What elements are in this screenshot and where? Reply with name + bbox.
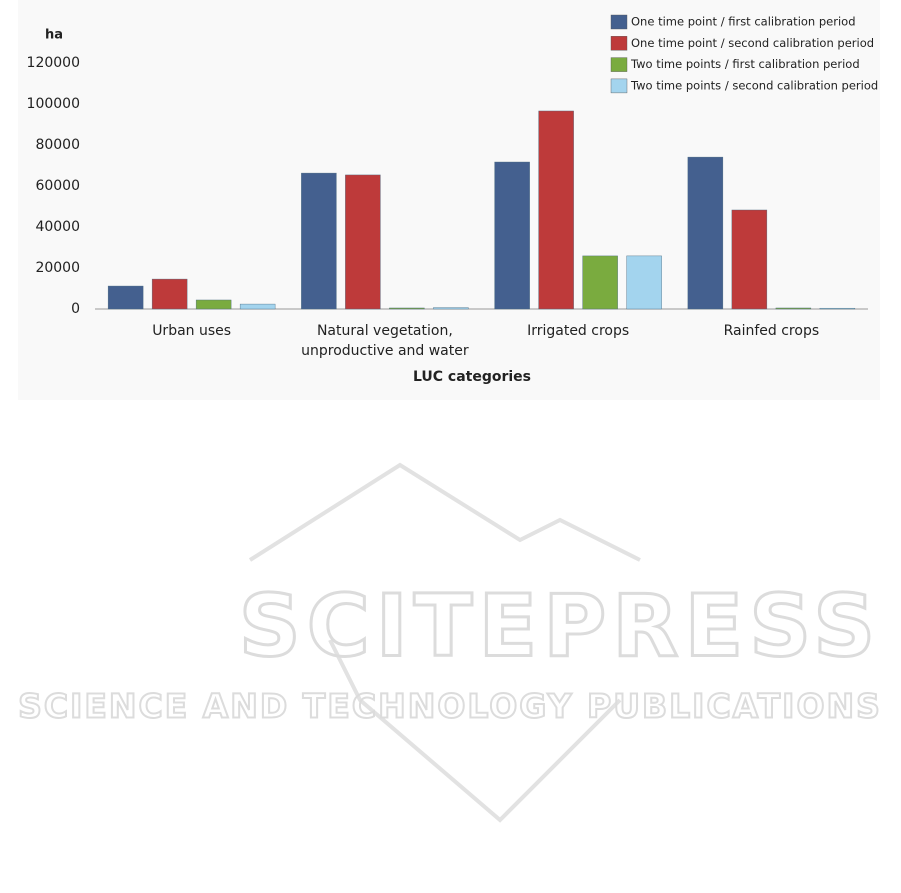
bar: [239, 303, 276, 310]
bar: [582, 255, 618, 310]
bar: [345, 174, 381, 310]
legend-swatch: [610, 36, 628, 51]
bar: [151, 278, 188, 310]
x-tick-label: Irrigated crops: [527, 323, 630, 339]
y-tick-label: 120000: [27, 55, 80, 71]
y-tick-label: 100000: [27, 96, 80, 112]
watermark: SCITEPRESS SCIENCE AND TECHNOLOGY PUBLIC…: [17, 462, 882, 823]
bar: [731, 209, 768, 310]
x-tick-label: Natural vegetation, unproductive and wat…: [301, 323, 469, 359]
chart-background: [18, 0, 880, 400]
legend-label: Two time points / second calibration per…: [630, 78, 878, 92]
watermark-icon: [248, 462, 641, 562]
legend-swatch: [610, 57, 628, 72]
bar: [301, 172, 337, 310]
legend-label: One time point / first calibration perio…: [631, 15, 856, 29]
legend-swatch: [610, 14, 628, 30]
bar: [107, 285, 144, 310]
y-tick-label: 80000: [35, 137, 80, 153]
x-tick-label: Urban uses: [152, 323, 232, 339]
bar: [687, 156, 724, 310]
bar: [819, 307, 856, 310]
y-tick-label: 40000: [35, 219, 80, 235]
watermark-subtitle: SCIENCE AND TECHNOLOGY PUBLICATIONS: [18, 687, 882, 726]
bar: [195, 299, 232, 310]
watermark-title: SCITEPRESS: [239, 576, 881, 676]
x-axis-label: LUC categories: [413, 369, 531, 385]
legend-label: One time point / second calibration peri…: [631, 36, 874, 50]
bar: [775, 307, 812, 310]
y-tick-label: 0: [71, 301, 80, 317]
y-tick-label: 60000: [35, 178, 80, 194]
y-tick-label: 20000: [35, 260, 80, 276]
bar: [538, 110, 574, 310]
x-tick-label: Rainfed crops: [723, 323, 820, 339]
bar: [626, 255, 662, 310]
bar: [389, 307, 425, 310]
watermark-icon: [328, 639, 622, 823]
legend-swatch: [610, 78, 628, 94]
y-axis-label: ha: [45, 28, 63, 43]
legend-label: Two time points / first calibration peri…: [630, 57, 860, 71]
bar: [433, 307, 469, 310]
bar: [494, 161, 530, 310]
